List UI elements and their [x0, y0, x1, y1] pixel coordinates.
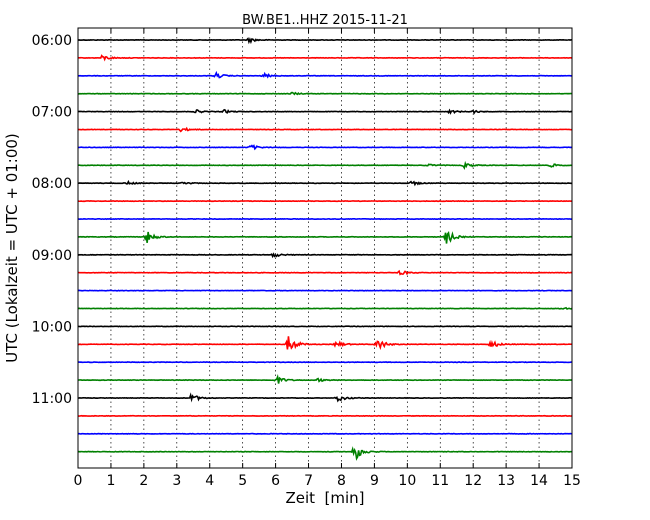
- x-tick-label: 2: [139, 473, 148, 489]
- x-tick-label: 10: [398, 473, 416, 489]
- y-tick-label: 09:00: [32, 248, 72, 264]
- trace-line: [78, 70, 573, 79]
- trace-line: [77, 446, 573, 461]
- trace-line: [77, 126, 573, 133]
- trace-line: [77, 37, 573, 45]
- x-tick-label: 12: [464, 473, 482, 489]
- x-tick-label: 11: [431, 473, 449, 489]
- trace-line: [77, 336, 573, 351]
- x-tick-label: 7: [304, 473, 313, 489]
- trace-line: [77, 108, 573, 115]
- y-axis-label: UTC (Lokalzeit = UTC + 01:00): [3, 133, 21, 363]
- plot-frame: [77, 27, 573, 469]
- x-tick-label: 0: [74, 473, 83, 489]
- trace-line: [77, 160, 573, 171]
- chart-title: BW.BE1..HHZ 2015-11-21: [242, 13, 408, 28]
- x-tick-label: 14: [530, 473, 548, 489]
- x-axis-label: Zeit [min]: [285, 489, 364, 507]
- trace-line: [77, 91, 573, 96]
- y-tick-label: 07:00: [32, 105, 72, 121]
- trace-line: [77, 392, 573, 403]
- trace-line: [77, 374, 573, 384]
- x-tick-label: 3: [172, 473, 181, 489]
- y-tick-label: 10:00: [32, 319, 72, 335]
- seismogram-traces: [77, 37, 573, 461]
- x-tick-label: 1: [106, 473, 115, 489]
- x-tick-label: 13: [497, 473, 515, 489]
- trace-line: [77, 252, 573, 259]
- x-tick-label: 15: [563, 473, 581, 489]
- x-tick-label: 5: [238, 473, 247, 489]
- trace-line: [77, 269, 573, 276]
- trace-line: [77, 179, 573, 187]
- y-tick-label: 08:00: [32, 176, 72, 192]
- trace-line: [77, 54, 573, 62]
- axis-ticks: 0 1 2 3 4 5 6 7 8 9 10 11 12 13 14 1506:0007:0008:0009:…: [32, 28, 581, 489]
- x-tick-label: 6: [271, 473, 280, 489]
- y-tick-label: 06:00: [32, 33, 72, 49]
- x-tick-label: 8: [337, 473, 346, 489]
- trace-line: [77, 230, 573, 244]
- x-tick-label: 4: [205, 473, 214, 489]
- trace-line: [77, 144, 573, 151]
- trace-line: [77, 306, 573, 311]
- y-tick-label: 11:00: [32, 391, 72, 407]
- grid-lines: [110, 28, 540, 468]
- x-tick-label: 9: [370, 473, 379, 489]
